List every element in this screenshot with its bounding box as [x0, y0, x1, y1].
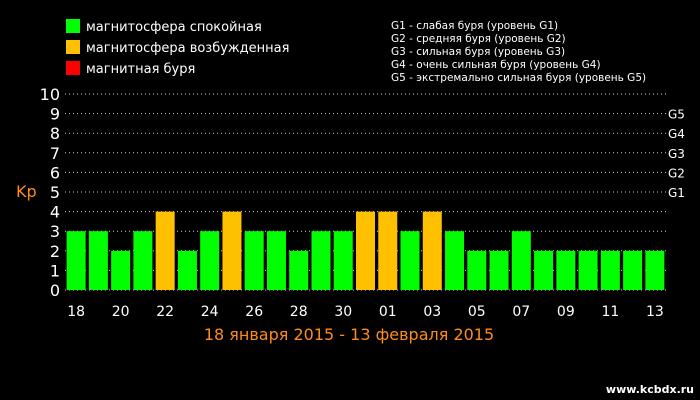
x-tick-label: 11 [601, 304, 619, 320]
kp-bar [445, 231, 465, 290]
bars [66, 211, 665, 290]
legend-swatch-quiet [66, 19, 80, 33]
storm-level-g4: G4 - очень сильная буря (уровень G4) [391, 59, 601, 71]
kp-bar [556, 250, 576, 290]
kp-bar [200, 231, 220, 290]
x-tick-label: 13 [646, 304, 664, 320]
x-tick-label: 26 [245, 304, 263, 320]
x-tick-label: 03 [423, 304, 441, 320]
kp-bar [66, 231, 86, 290]
y-tick-label: 9 [50, 105, 60, 124]
g-scale-label: G1 [668, 186, 685, 200]
kp-bar [422, 211, 442, 290]
kp-bar [400, 231, 420, 290]
x-axis-ticks: 18 20 22 24 26 28 30 01 03 05 07 09 11 13 [67, 304, 664, 320]
legend-label-storm: магнитная буря [86, 62, 195, 77]
kp-bar [111, 250, 131, 290]
kp-bar [133, 231, 153, 290]
kp-bar [311, 231, 331, 290]
g-scale-label: G3 [668, 147, 685, 161]
kp-bar [600, 250, 620, 290]
g-scale-ticks: G1 G2 G3 G4 G5 [668, 108, 685, 200]
g-scale-label: G5 [668, 108, 685, 122]
x-tick-label: 28 [290, 304, 308, 320]
kp-bar [511, 231, 531, 290]
kp-bar [266, 231, 286, 290]
y-tick-label: 7 [50, 144, 60, 163]
g-scale-label: G4 [668, 127, 685, 141]
kp-bar [489, 250, 509, 290]
kp-bar [155, 211, 175, 290]
x-tick-label: 20 [112, 304, 130, 320]
kp-bar [88, 231, 108, 290]
y-tick-label: 5 [50, 183, 60, 202]
kp-bar [534, 250, 554, 290]
kp-bar [222, 211, 242, 290]
legend-swatch-storm [66, 61, 80, 75]
storm-level-g1: G1 - слабая буря (уровень G1) [391, 20, 558, 32]
date-range-label: 18 января 2015 - 13 февраля 2015 [204, 325, 494, 344]
legend-swatch-disturbed [66, 40, 80, 54]
y-tick-label: 10 [40, 85, 60, 104]
kp-bar [623, 250, 643, 290]
x-tick-label: 01 [379, 304, 397, 320]
kp-bar [578, 250, 598, 290]
legend-label-disturbed: магнитосфера возбужденная [86, 41, 289, 56]
y-tick-label: 1 [50, 261, 60, 280]
y-tick-label: 2 [50, 242, 60, 261]
kp-bar [289, 250, 309, 290]
g-scale-label: G2 [668, 166, 685, 180]
kp-bar [333, 231, 353, 290]
kp-bar [378, 211, 398, 290]
legend-label-quiet: магнитосфера спокойная [86, 20, 262, 35]
y-tick-label: 4 [50, 203, 60, 222]
y-tick-label: 3 [50, 222, 60, 241]
x-tick-label: 18 [67, 304, 85, 320]
kp-bar [356, 211, 375, 290]
y-tick-label: 6 [50, 163, 60, 182]
storm-level-g5: G5 - экстремально сильная буря (уровень … [391, 72, 646, 84]
x-tick-label: 24 [201, 304, 219, 320]
kp-bar [244, 231, 264, 290]
watermark: www.kcbdx.ru [606, 383, 694, 396]
y-axis-label: Kp [16, 182, 37, 201]
x-tick-label: 09 [557, 304, 575, 320]
x-tick-label: 05 [468, 304, 486, 320]
y-tick-label: 8 [50, 124, 60, 143]
kp-bar [645, 250, 665, 290]
x-tick-label: 30 [334, 304, 352, 320]
legend: магнитосфера спокойная магнитосфера возб… [66, 19, 289, 77]
y-tick-label: 0 [50, 281, 60, 300]
kp-bar [467, 250, 487, 290]
storm-level-g2: G2 - средняя буря (уровень G2) [391, 33, 566, 45]
storm-level-g3: G3 - сильная буря (уровень G3) [391, 46, 565, 58]
storm-level-list: G1 - слабая буря (уровень G1) G2 - средн… [391, 20, 646, 84]
x-tick-label: 07 [512, 304, 530, 320]
kp-bar [177, 250, 197, 290]
x-tick-label: 22 [156, 304, 174, 320]
